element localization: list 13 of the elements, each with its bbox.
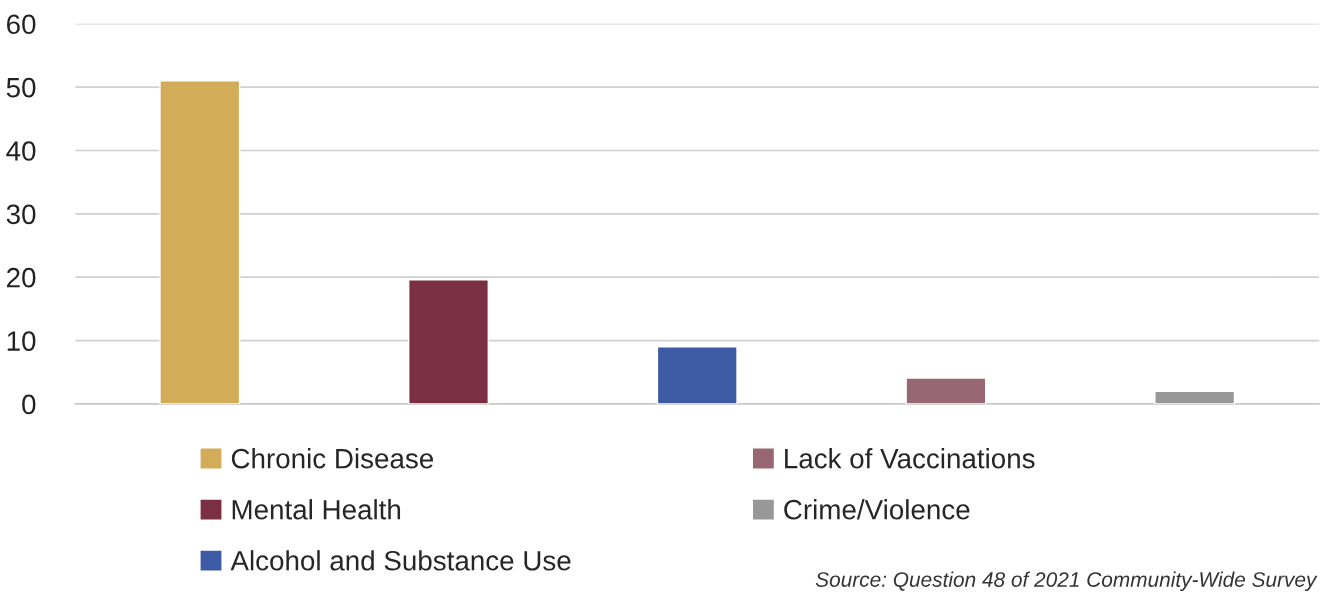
legend-label: Alcohol and Substance Use [230,550,571,571]
y-tick-label: 20 [7,267,36,288]
legend-label: Mental Health [232,499,401,520]
legend-label: Lack of Vaccinations [785,448,1035,469]
y-tick-label: 60 [7,14,36,35]
y-tick-label: 40 [6,141,36,161]
legend-label: Crime/Violence [784,499,970,520]
y-tick-label: 10 [7,331,36,351]
y-tick-label: 0 [22,394,36,415]
y-tick-label: 30 [6,204,36,225]
y-tick-label: 50 [6,77,36,98]
source-note: Source: Question 48 of 2021 Community-Wide Survey [815,571,1318,592]
legend-label: Chronic Disease [231,448,434,469]
